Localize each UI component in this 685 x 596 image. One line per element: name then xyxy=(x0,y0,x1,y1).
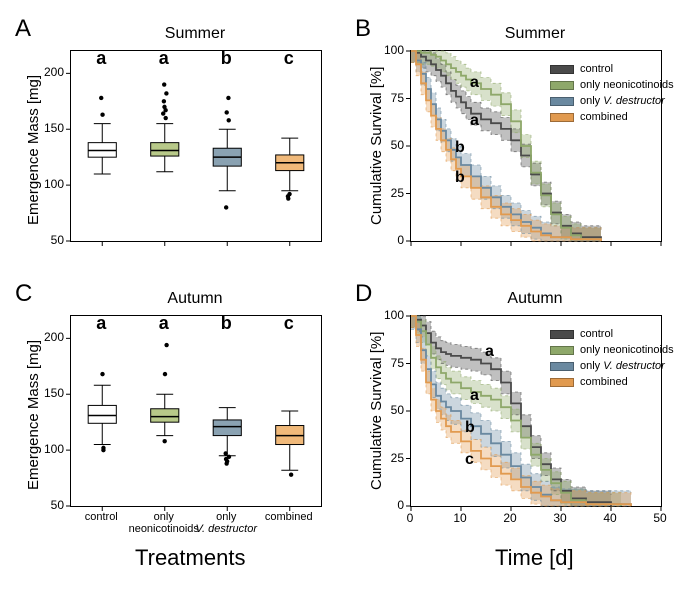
y-tick-label: 100 xyxy=(380,43,404,57)
legend-entry: only neonicotinoids xyxy=(550,78,674,92)
x-axis-label-treatments: Treatments xyxy=(135,545,245,571)
y-tick-label: 50 xyxy=(40,498,64,512)
legend-label: combined xyxy=(580,376,628,388)
significance-letter: a xyxy=(470,112,479,130)
y-tick-label: 200 xyxy=(40,330,64,344)
legend-label: only neonicotinoids xyxy=(580,344,674,356)
legend-entry: only V. destructor xyxy=(550,359,674,373)
legend: control only neonicotinoids only V. destru… xyxy=(550,62,674,126)
x-axis-label-time: Time [d] xyxy=(495,545,574,571)
boxplot-area xyxy=(70,315,322,507)
legend: control only neonicotinoids only V. destru… xyxy=(550,327,674,391)
significance-letter: b xyxy=(455,139,465,157)
significance-letter: b xyxy=(465,419,475,437)
y-tick-label: 75 xyxy=(380,356,404,370)
y-tick-label: 25 xyxy=(380,451,404,465)
x-tick-label: 50 xyxy=(653,511,666,525)
boxplot-area xyxy=(70,50,322,242)
legend-swatch xyxy=(550,362,574,371)
legend-entry: only neonicotinoids xyxy=(550,343,674,357)
significance-letter: a xyxy=(96,313,106,334)
significance-letter: a xyxy=(96,48,106,69)
y-tick-label: 50 xyxy=(380,138,404,152)
significance-letter: c xyxy=(284,313,294,334)
legend-swatch xyxy=(550,97,574,106)
significance-letter: b xyxy=(221,48,232,69)
y-tick-label: 50 xyxy=(380,403,404,417)
legend-swatch xyxy=(550,378,574,387)
legend-swatch xyxy=(550,65,574,74)
panel-title: Autumn xyxy=(145,290,245,308)
legend-swatch xyxy=(550,81,574,90)
panel-title: Summer xyxy=(145,25,245,43)
legend-entry: only V. destructor xyxy=(550,94,674,108)
legend-entry: combined xyxy=(550,375,674,389)
y-tick-label: 150 xyxy=(40,386,64,400)
legend-entry: control xyxy=(550,327,674,341)
y-axis-label: Emergence Mass [mg] xyxy=(25,75,42,225)
panel-letter: C xyxy=(15,280,32,308)
y-tick-label: 100 xyxy=(380,308,404,322)
panel-letter: A xyxy=(15,15,31,43)
panel-letter: B xyxy=(355,15,371,43)
significance-letter: c xyxy=(284,48,294,69)
y-tick-label: 0 xyxy=(380,233,404,247)
y-tick-label: 25 xyxy=(380,186,404,200)
y-tick-label: 200 xyxy=(40,65,64,79)
significance-letter: a xyxy=(470,74,479,92)
significance-letter: a xyxy=(470,387,479,405)
y-tick-label: 0 xyxy=(380,498,404,512)
y-tick-label: 100 xyxy=(40,177,64,191)
y-axis-label: Emergence Mass [mg] xyxy=(25,340,42,490)
legend-entry: control xyxy=(550,62,674,76)
panel-title: Autumn xyxy=(485,290,585,308)
y-tick-label: 75 xyxy=(380,91,404,105)
significance-letter: b xyxy=(455,169,465,187)
x-tick-label: 20 xyxy=(503,511,516,525)
x-tick-label: 40 xyxy=(603,511,616,525)
panel-letter: D xyxy=(355,280,372,308)
y-tick-label: 50 xyxy=(40,233,64,247)
y-tick-label: 150 xyxy=(40,121,64,135)
legend-label: only neonicotinoids xyxy=(580,79,674,91)
x-tick-label: 30 xyxy=(553,511,566,525)
significance-letter: a xyxy=(159,48,169,69)
significance-letter: c xyxy=(465,451,474,469)
legend-entry: combined xyxy=(550,110,674,124)
legend-label: control xyxy=(580,328,613,340)
y-tick-label: 100 xyxy=(40,442,64,456)
legend-label: only V. destructor xyxy=(580,360,665,372)
x-tick-label: 10 xyxy=(453,511,466,525)
significance-letter: a xyxy=(159,313,169,334)
legend-swatch xyxy=(550,346,574,355)
legend-label: only V. destructor xyxy=(580,95,665,107)
legend-label: combined xyxy=(580,111,628,123)
legend-swatch xyxy=(550,330,574,339)
x-tick-label: 0 xyxy=(407,511,414,525)
x-category-label: combined xyxy=(249,511,329,523)
legend-swatch xyxy=(550,113,574,122)
significance-letter: b xyxy=(221,313,232,334)
legend-label: control xyxy=(580,63,613,75)
significance-letter: a xyxy=(485,343,494,361)
panel-title: Summer xyxy=(485,25,585,43)
